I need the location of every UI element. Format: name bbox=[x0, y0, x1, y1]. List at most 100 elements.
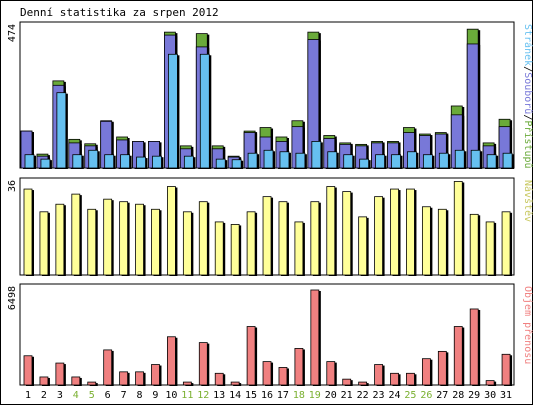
bar-objem-24 bbox=[390, 372, 399, 386]
bar-objem-4 bbox=[71, 376, 81, 386]
panel-2-max-label: 36 bbox=[7, 180, 18, 192]
bar-navstevy-2 bbox=[39, 211, 49, 276]
day-label-9: 9 bbox=[152, 390, 158, 401]
bar-objem-22 bbox=[358, 381, 368, 386]
day-label-5: 5 bbox=[89, 390, 95, 401]
bar-navstevy-22 bbox=[358, 216, 368, 276]
legend-part-2: Souborů bbox=[522, 72, 533, 114]
bar-stranky-28 bbox=[454, 149, 465, 169]
bar-navstevy-25 bbox=[406, 188, 415, 276]
day-label-19: 19 bbox=[309, 390, 321, 401]
bar-navstevy-4 bbox=[71, 193, 81, 276]
day-label-8: 8 bbox=[137, 390, 143, 401]
bar-stranky-20 bbox=[327, 151, 338, 169]
day-label-11: 11 bbox=[181, 390, 193, 401]
bar-objem-19 bbox=[310, 289, 320, 386]
day-label-4: 4 bbox=[73, 390, 79, 401]
bar-stranky-24 bbox=[391, 154, 401, 169]
bar-stranky-1 bbox=[24, 154, 35, 169]
bar-navstevy-27 bbox=[437, 208, 447, 276]
panel-3-legend: Objem přenosu bbox=[522, 286, 533, 364]
bar-navstevy-5 bbox=[87, 208, 97, 276]
bar-navstevy-17 bbox=[278, 201, 288, 276]
bar-objem-7 bbox=[119, 371, 129, 386]
legend-part-3: / bbox=[522, 114, 533, 120]
day-label-28: 28 bbox=[452, 390, 464, 401]
panel-1-max-label: 474 bbox=[7, 24, 18, 42]
bar-navstevy-24 bbox=[390, 188, 399, 276]
bar-objem-17 bbox=[278, 367, 288, 386]
bar-objem-12 bbox=[198, 342, 208, 386]
bar-objem-15 bbox=[246, 326, 256, 386]
bar-stranky-26 bbox=[422, 154, 433, 169]
bar-objem-27 bbox=[437, 350, 447, 386]
bar-stranky-7 bbox=[120, 154, 131, 169]
legend-part-0: Návštěv bbox=[522, 180, 533, 222]
day-label-29: 29 bbox=[468, 390, 480, 401]
bar-navstevy-15 bbox=[246, 211, 256, 276]
bar-navstevy-28 bbox=[453, 181, 463, 276]
bar-navstevy-7 bbox=[119, 201, 129, 276]
chart-title: Denní statistika za srpen 2012 bbox=[20, 6, 219, 19]
bar-stranky-22 bbox=[359, 158, 370, 169]
day-label-21: 21 bbox=[341, 390, 353, 401]
bar-objem-13 bbox=[214, 372, 224, 386]
bar-stranky-31 bbox=[502, 152, 513, 169]
day-label-25: 25 bbox=[404, 390, 416, 401]
bar-objem-16 bbox=[262, 361, 272, 386]
bar-stranky-29 bbox=[470, 149, 481, 169]
day-label-6: 6 bbox=[105, 390, 111, 401]
bar-soubory-29 bbox=[466, 43, 479, 169]
legend-part-0: Objem přenosu bbox=[522, 286, 533, 364]
panel-3-max-label: 6498 bbox=[7, 286, 18, 310]
bar-objem-21 bbox=[342, 378, 352, 386]
day-label-27: 27 bbox=[436, 390, 448, 401]
bar-objem-26 bbox=[421, 358, 431, 386]
bar-navstevy-11 bbox=[182, 211, 192, 276]
day-label-15: 15 bbox=[245, 390, 257, 401]
day-label-18: 18 bbox=[293, 390, 305, 401]
day-label-17: 17 bbox=[277, 390, 289, 401]
bar-navstevy-20 bbox=[326, 186, 336, 276]
bar-stranky-16 bbox=[263, 149, 274, 169]
bar-stranky-11 bbox=[183, 155, 194, 169]
bar-objem-14 bbox=[230, 381, 240, 386]
day-label-30: 30 bbox=[484, 390, 496, 401]
bar-stranky-12 bbox=[199, 53, 210, 169]
day-label-12: 12 bbox=[197, 390, 209, 401]
bar-stranky-10 bbox=[168, 53, 178, 169]
bar-navstevy-10 bbox=[167, 186, 176, 276]
bar-objem-20 bbox=[326, 361, 336, 386]
bar-stranky-4 bbox=[72, 154, 83, 169]
bar-navstevy-14 bbox=[230, 224, 240, 276]
bar-navstevy-31 bbox=[501, 211, 511, 276]
bar-stranky-19 bbox=[311, 141, 322, 169]
bar-objem-5 bbox=[87, 381, 97, 386]
day-label-20: 20 bbox=[325, 390, 337, 401]
bar-objem-29 bbox=[469, 308, 479, 386]
bar-stranky-2 bbox=[40, 158, 51, 169]
day-label-26: 26 bbox=[420, 390, 432, 401]
bar-stranky-18 bbox=[295, 152, 306, 169]
bar-navstevy-8 bbox=[135, 203, 144, 276]
day-label-10: 10 bbox=[165, 390, 177, 401]
bar-objem-8 bbox=[135, 371, 144, 386]
bar-objem-3 bbox=[55, 362, 65, 386]
day-label-16: 16 bbox=[261, 390, 273, 401]
bar-objem-10 bbox=[167, 336, 176, 386]
bar-navstevy-21 bbox=[342, 191, 352, 276]
day-label-13: 13 bbox=[213, 390, 225, 401]
bar-stranky-27 bbox=[438, 152, 449, 169]
bar-objem-23 bbox=[374, 364, 383, 386]
bar-objem-31 bbox=[501, 353, 511, 386]
bar-navstevy-29 bbox=[469, 213, 479, 276]
day-label-14: 14 bbox=[229, 390, 241, 401]
bar-stranky-13 bbox=[215, 158, 226, 169]
bar-navstevy-9 bbox=[151, 208, 160, 276]
bar-stranky-14 bbox=[231, 159, 242, 169]
day-label-23: 23 bbox=[373, 390, 385, 401]
day-label-24: 24 bbox=[388, 390, 400, 401]
day-label-22: 22 bbox=[357, 390, 369, 401]
bar-stranky-3 bbox=[56, 92, 67, 169]
